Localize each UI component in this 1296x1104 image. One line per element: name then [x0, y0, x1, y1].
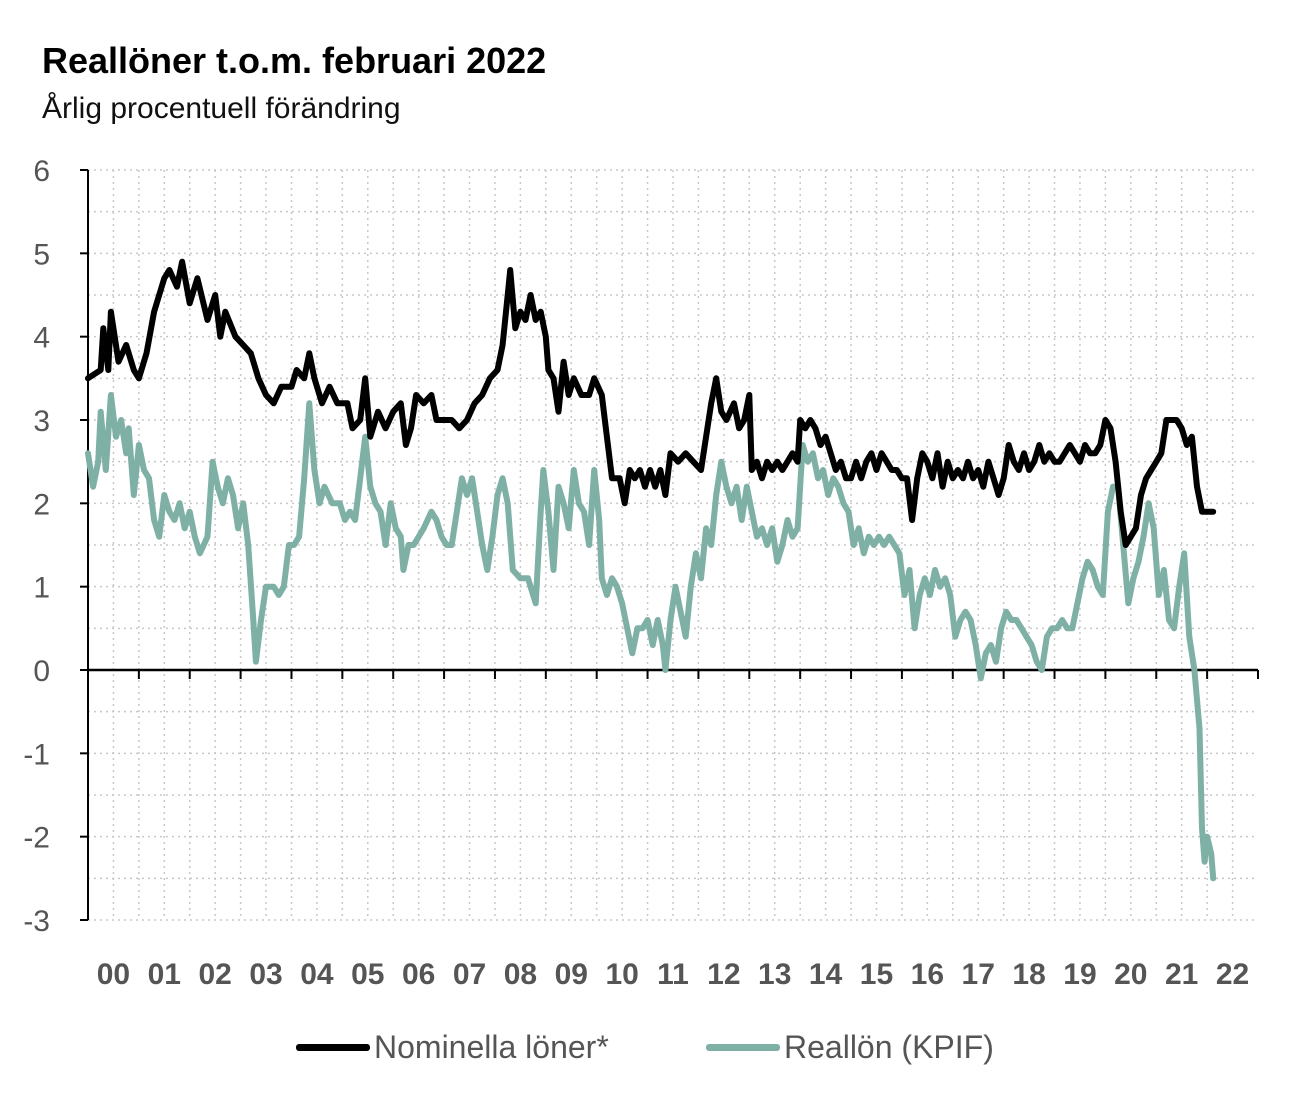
y-tick-label: 1 [33, 572, 50, 605]
x-tick-label: 12 [707, 958, 740, 991]
x-tick-label: 01 [148, 958, 181, 991]
legend-swatch-nominal [296, 1043, 370, 1051]
chart-title: Reallöner t.o.m. februari 2022 [42, 40, 547, 81]
x-tick-label: 21 [1165, 958, 1198, 991]
x-tick-label: 07 [453, 958, 486, 991]
y-tick-label: 0 [33, 655, 50, 688]
x-tick-label: 10 [605, 958, 638, 991]
legend-item-real: Reallön (KPIF) [706, 1022, 994, 1072]
y-tick-label: 3 [33, 405, 50, 438]
series-line-real [85, 392, 1217, 882]
x-tick-label: 22 [1216, 958, 1249, 991]
y-axis-ticks: 6 5 4 3 2 1 0 -1 -2 -3 [23, 155, 88, 938]
y-tick-label: 5 [33, 238, 50, 271]
x-tick-label: 04 [300, 958, 334, 991]
x-tick-label: 11 [657, 958, 689, 991]
legend-swatch-real [706, 1043, 780, 1051]
y-tick-label: 2 [33, 488, 50, 521]
x-tick-label: 16 [911, 958, 944, 991]
x-tick-label: 14 [809, 958, 843, 991]
x-tick-label: 19 [1063, 958, 1096, 991]
axes [87, 170, 1258, 920]
y-tick-label: -3 [23, 905, 50, 938]
x-tick-label: 06 [402, 958, 435, 991]
legend: Nominella löner* Reallön (KPIF) [0, 1022, 1296, 1072]
grid [88, 169, 1258, 921]
x-tick-label: 15 [860, 958, 893, 991]
series-lines [85, 258, 1217, 882]
y-tick-label: -2 [23, 822, 50, 855]
y-tick-label: 6 [33, 155, 50, 188]
x-tick-label: 13 [758, 958, 791, 991]
legend-item-nominal: Nominella löner* [296, 1022, 609, 1072]
x-tick-label: 08 [504, 958, 537, 991]
x-tick-label: 18 [1012, 958, 1045, 991]
chart-subtitle: Årlig procentuell förändring [42, 92, 401, 125]
y-tick-label: -1 [23, 738, 50, 771]
x-tick-label: 20 [1114, 958, 1147, 991]
series-line-nominal [85, 258, 1217, 548]
legend-label-real: Reallön (KPIF) [784, 1028, 994, 1065]
x-axis-ticks: 00 01 02 03 04 05 06 07 08 09 10 11 12 13 14 15 16 17 18 19… [87, 670, 1259, 991]
x-tick-label: 03 [249, 958, 282, 991]
y-tick-label: 4 [33, 322, 50, 355]
legend-label-nominal: Nominella löner* [374, 1028, 609, 1065]
x-tick-label: 00 [97, 958, 130, 991]
x-tick-label: 17 [962, 958, 995, 991]
x-tick-label: 02 [198, 958, 231, 991]
x-tick-label: 09 [555, 958, 588, 991]
x-tick-label: 05 [351, 958, 384, 991]
